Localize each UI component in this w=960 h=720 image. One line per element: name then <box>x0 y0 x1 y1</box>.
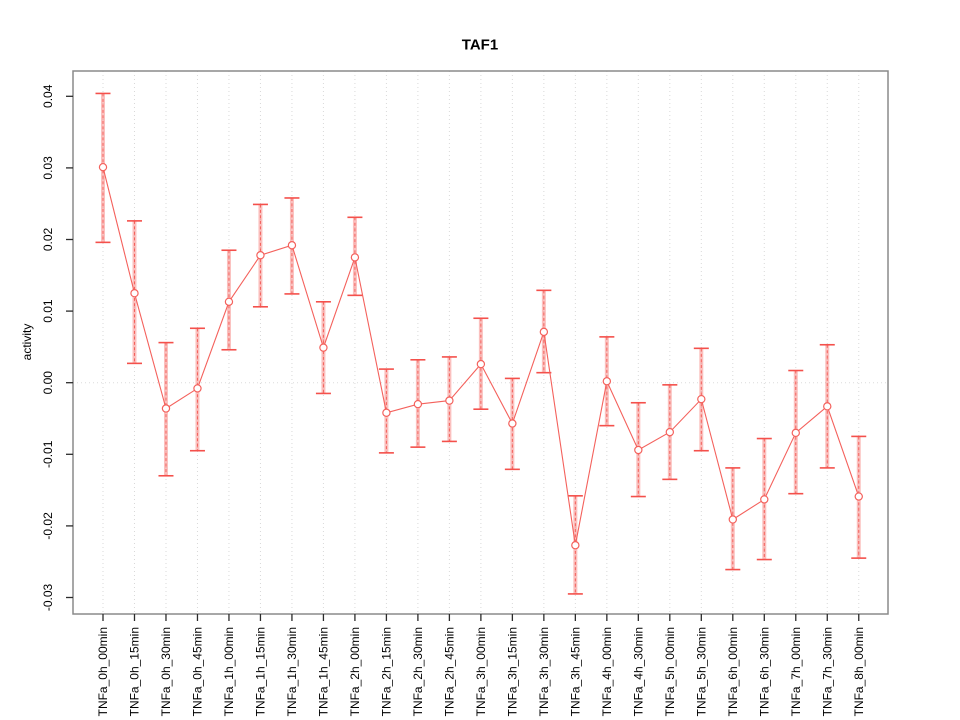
y-tick-label: 0.00 <box>41 371 55 395</box>
y-tick-label: 0.02 <box>41 227 55 251</box>
x-tick-label: TNFa_0h_30min <box>159 627 173 716</box>
x-tick-label: TNFa_6h_00min <box>726 627 740 716</box>
x-tick-label: TNFa_3h_15min <box>505 627 519 716</box>
data-point <box>476 359 486 369</box>
x-tick-label: TNFa_2h_45min <box>442 627 456 716</box>
y-tick-label: -0.03 <box>41 584 55 612</box>
data-point <box>193 384 202 393</box>
x-tick-label: TNFa_3h_00min <box>474 627 488 716</box>
data-point <box>256 251 265 260</box>
x-tick-label: TNFa_6h_30min <box>757 627 771 716</box>
chart-title: TAF1 <box>461 36 499 54</box>
data-point <box>539 327 549 337</box>
y-tick-label: -0.01 <box>41 440 55 468</box>
x-tick-label: TNFa_2h_30min <box>411 627 425 716</box>
x-tick-label: TNFa_3h_45min <box>568 627 582 716</box>
data-point <box>98 162 108 172</box>
x-tick-label: TNFa_7h_30min <box>820 627 834 716</box>
data-point <box>854 492 863 501</box>
x-tick-label: TNFa_1h_00min <box>222 627 236 716</box>
x-tick-label: TNFa_5h_00min <box>663 627 677 716</box>
x-tick-label: TNFa_3h_30min <box>537 627 551 716</box>
y-tick-label: 0.03 <box>41 156 55 180</box>
x-tick-label: TNFa_0h_45min <box>190 627 204 716</box>
data-point <box>508 419 517 428</box>
data-point <box>413 399 423 409</box>
x-axis: TNFa_0h_00min TNFa_0h_15min TNFa_0h_30min T… <box>96 614 866 716</box>
data-point <box>350 253 360 262</box>
data-point <box>287 241 297 250</box>
x-tick-label: TNFa_0h_15min <box>127 627 141 716</box>
error-bars <box>95 92 867 595</box>
data-point <box>161 404 171 413</box>
x-tick-label: TNFa_1h_30min <box>285 627 299 716</box>
data-point <box>697 394 706 404</box>
data-point <box>760 495 769 504</box>
data-point <box>382 408 391 417</box>
data-point <box>665 427 675 437</box>
data-point <box>571 541 580 550</box>
x-tick-label: TNFa_2h_15min <box>379 627 393 716</box>
x-tick-label: TNFa_4h_00min <box>600 627 614 716</box>
x-tick-label: TNFa_5h_30min <box>694 627 708 716</box>
data-point <box>823 402 832 411</box>
x-tick-label: TNFa_0h_00min <box>96 627 110 716</box>
data-point <box>602 377 612 386</box>
y-axis: 0.04 0.03 0.02 0.01 0.00 -0.01 -0.02 -0.03 <box>41 84 73 611</box>
data-point <box>224 297 234 306</box>
data-point <box>791 428 800 438</box>
x-tick-label: TNFa_1h_15min <box>253 627 267 716</box>
data-point <box>634 445 643 455</box>
x-tick-label: TNFa_4h_30min <box>631 627 645 716</box>
x-tick-label: TNFa_1h_45min <box>316 627 330 716</box>
data-point <box>319 343 328 352</box>
data-point <box>445 396 454 405</box>
y-tick-label: -0.02 <box>41 512 55 540</box>
data-points <box>98 162 863 550</box>
y-tick-label: 0.04 <box>41 84 55 108</box>
y-tick-label: 0.01 <box>41 299 55 323</box>
x-tick-label: TNFa_7h_00min <box>789 627 803 716</box>
data-point <box>130 289 139 298</box>
data-point <box>728 515 738 524</box>
x-tick-label: TNFa_8h_00min <box>852 627 866 716</box>
x-tick-label: TNFa_2h_00min <box>348 627 362 716</box>
